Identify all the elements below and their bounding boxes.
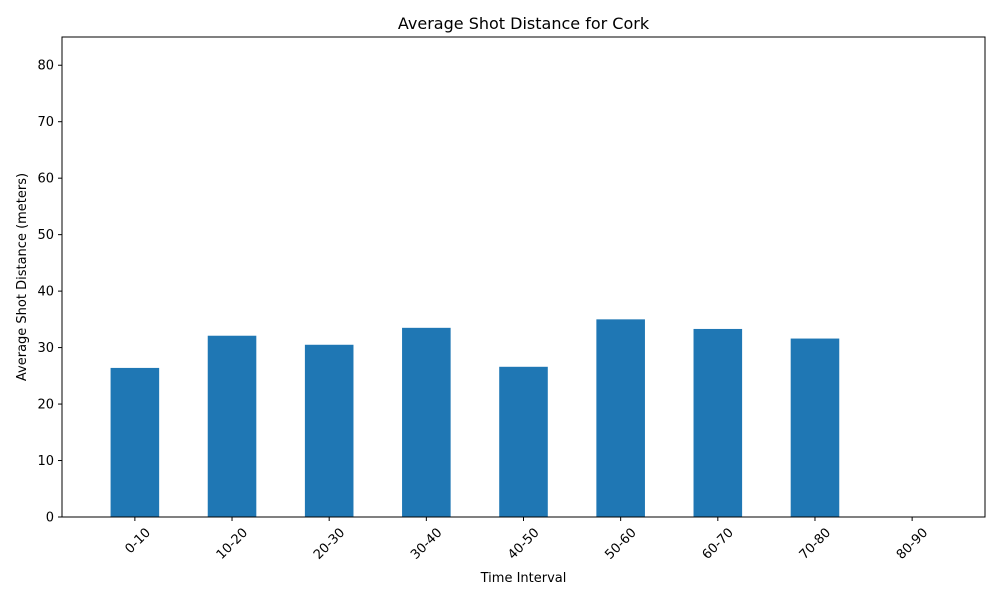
x-tick-label: 0-10 <box>122 525 153 556</box>
chart-title: Average Shot Distance for Cork <box>398 14 650 33</box>
y-tick-label: 80 <box>37 59 54 74</box>
y-axis-label: Average Shot Distance (meters) <box>15 173 30 381</box>
bar-0-10 <box>110 367 160 517</box>
y-tick-label: 30 <box>37 341 54 356</box>
y-tick-label: 60 <box>37 172 54 187</box>
y-tick-label: 70 <box>37 115 54 130</box>
x-tick-label: 10-20 <box>214 525 251 562</box>
y-tick-label: 10 <box>37 454 54 469</box>
bar-40-50 <box>499 366 548 517</box>
bar-50-60 <box>596 319 645 517</box>
bar-10-20 <box>207 335 257 517</box>
bar-60-70 <box>693 328 743 517</box>
y-tick-label: 20 <box>37 398 54 413</box>
x-axis: 0-10 10-20 20-30 30-40 40-50 50-60 60-70 70-80 8… <box>122 517 931 563</box>
plot-frame <box>61 36 986 518</box>
x-tick-label: 60-70 <box>700 525 737 562</box>
x-tick-label: 50-60 <box>602 525 639 562</box>
x-tick-label: 20-30 <box>311 525 348 562</box>
bar-30-40 <box>402 327 451 517</box>
y-axis: 0 10 20 30 40 50 60 70 80 <box>37 59 62 526</box>
x-tick-label: 80-90 <box>894 525 931 562</box>
x-axis-label: Time Interval <box>480 571 567 586</box>
x-tick-label: 30-40 <box>408 525 445 562</box>
x-tick-label: 70-80 <box>797 525 834 562</box>
plot-area <box>110 319 840 517</box>
bar-70-80 <box>790 338 840 517</box>
bar-20-30 <box>304 344 354 517</box>
y-tick-label: 0 <box>46 511 54 526</box>
x-tick-label: 40-50 <box>505 525 542 562</box>
y-tick-label: 50 <box>37 228 54 243</box>
y-tick-label: 40 <box>37 285 54 300</box>
